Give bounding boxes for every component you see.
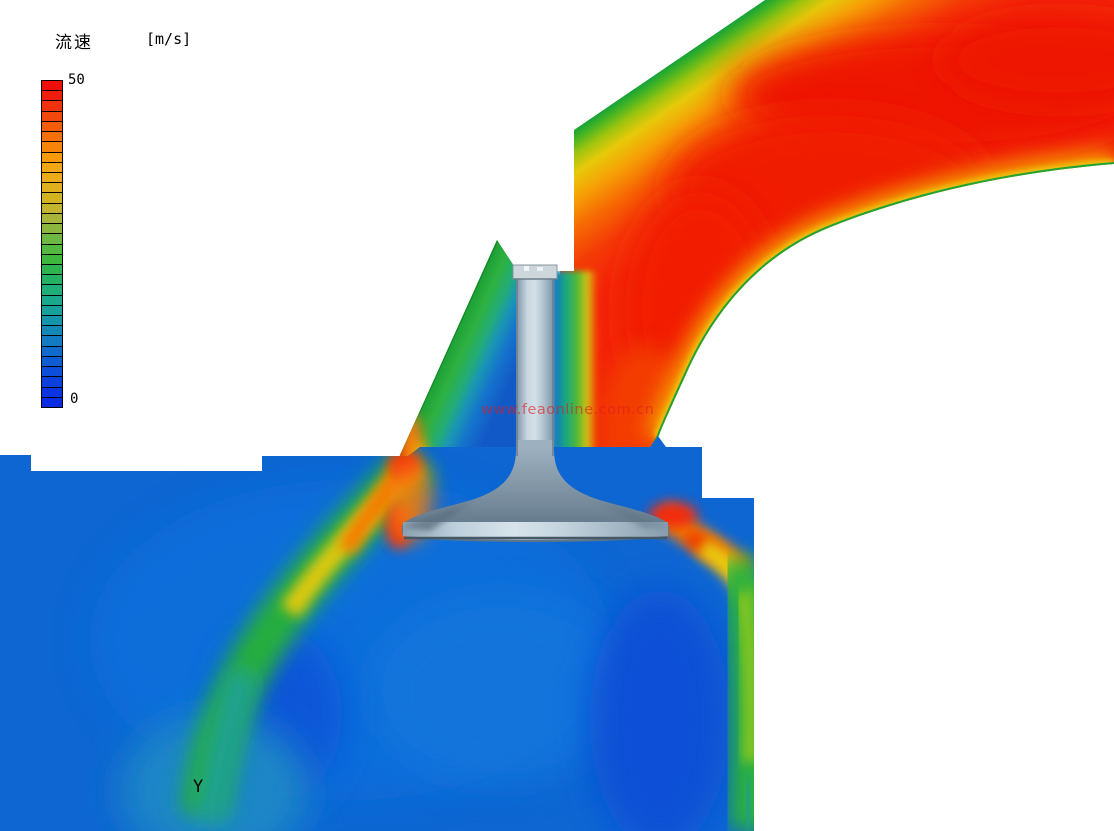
valve-head [402, 440, 669, 542]
intake-port-contour [551, 0, 1114, 482]
watermark: www.feaonline.com.cn [481, 402, 654, 418]
colorbar-max-label: 50 [68, 72, 85, 88]
valve-stem-cap [512, 264, 558, 280]
cylinder-contour [0, 436, 754, 831]
axis-label-y: Y [193, 777, 203, 797]
valve-head-bottom-face [403, 522, 668, 540]
intake-valve [402, 264, 669, 542]
legend-title: 流速 [55, 33, 93, 53]
colorbar-min-label: 0 [70, 391, 79, 407]
colorbar [41, 80, 63, 408]
valve-stem [516, 271, 554, 456]
legend-unit: [m/s] [146, 30, 192, 48]
